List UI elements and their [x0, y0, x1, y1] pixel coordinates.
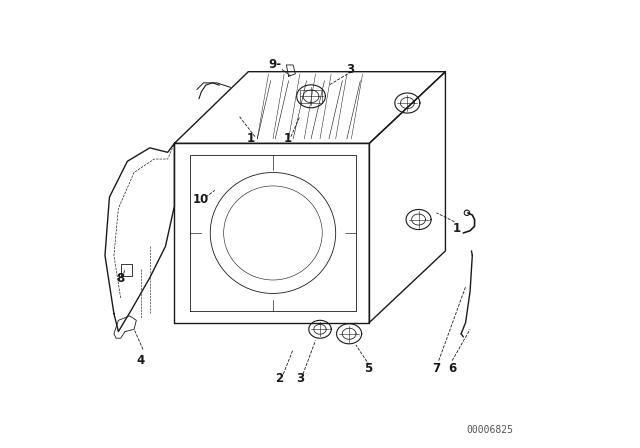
Text: 8: 8	[116, 272, 125, 285]
Text: 4: 4	[137, 354, 145, 367]
Text: 3: 3	[346, 63, 355, 76]
Text: 10: 10	[193, 193, 209, 206]
Text: 1: 1	[284, 132, 292, 146]
Text: 3: 3	[296, 372, 304, 385]
Text: 7: 7	[433, 362, 440, 375]
Text: 5: 5	[364, 362, 372, 375]
Text: 1: 1	[452, 222, 461, 235]
Text: 6: 6	[448, 362, 456, 375]
Text: 2: 2	[275, 372, 283, 385]
Text: 00006825: 00006825	[467, 425, 514, 435]
Text: 9-: 9-	[269, 58, 282, 72]
Text: 1: 1	[246, 132, 255, 146]
